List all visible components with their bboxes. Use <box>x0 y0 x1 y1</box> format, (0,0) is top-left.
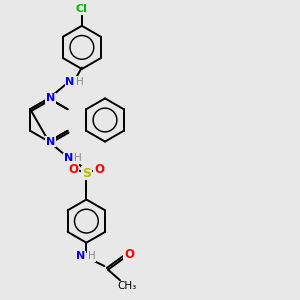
Text: CH₃: CH₃ <box>118 281 137 291</box>
Text: H: H <box>88 251 96 261</box>
Text: Cl: Cl <box>76 4 88 14</box>
Text: H: H <box>74 153 82 163</box>
Text: O: O <box>124 248 134 261</box>
Text: H: H <box>76 77 83 87</box>
Text: O: O <box>69 163 79 176</box>
Text: N: N <box>65 77 74 87</box>
Text: O: O <box>94 163 104 176</box>
Text: N: N <box>46 93 55 103</box>
Text: N: N <box>64 153 73 163</box>
Text: N: N <box>46 136 55 147</box>
Text: S: S <box>82 167 91 180</box>
Text: N: N <box>76 251 85 261</box>
